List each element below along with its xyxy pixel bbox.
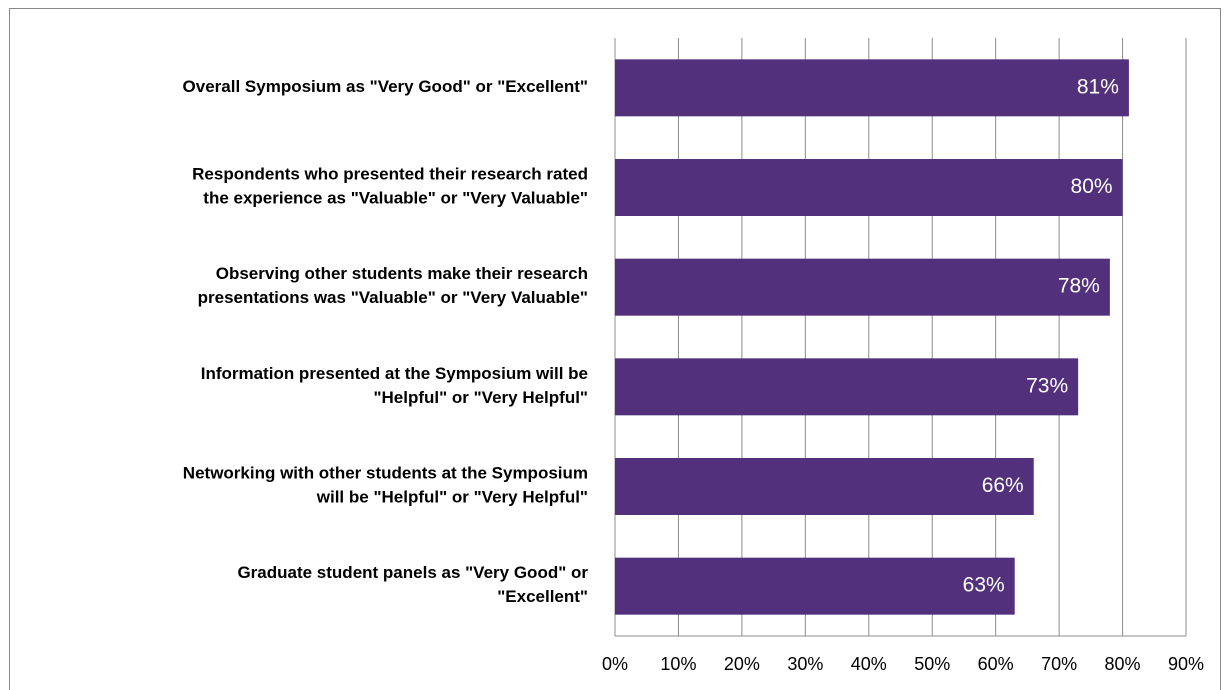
y-tick-label: Overall Symposium as "Very Good" or "Exc… [183, 77, 588, 96]
y-tick-label: Observing other students make their rese… [198, 265, 588, 308]
y-tick-label: Graduate student panels as "Very Good" o… [237, 564, 588, 607]
label-line: Respondents who presented their research… [192, 165, 588, 184]
value-label: 78% [1058, 275, 1100, 298]
label-line: Networking with other students at the Sy… [183, 464, 588, 483]
label-line: Information presented at the Symposium w… [201, 364, 588, 383]
value-label: 66% [982, 474, 1024, 497]
label-line: Observing other students make their rese… [216, 265, 588, 284]
value-label: 73% [1026, 374, 1068, 397]
label-line: "Excellent" [497, 588, 588, 607]
bar [615, 557, 1015, 615]
label-line: Graduate student panels as "Very Good" o… [237, 564, 588, 583]
value-label: 63% [963, 574, 1005, 597]
y-tick-label: Respondents who presented their research… [192, 165, 588, 208]
label-line: Overall Symposium as "Very Good" or "Exc… [183, 77, 588, 96]
x-tick-label: 40% [851, 654, 887, 674]
x-tick-label: 30% [787, 654, 823, 674]
label-line: "Helpful" or "Very Helpful" [373, 388, 588, 407]
y-tick-label: Networking with other students at the Sy… [183, 464, 588, 507]
bar [615, 159, 1123, 216]
bar [615, 358, 1079, 416]
bar [615, 59, 1129, 117]
label-line: will be "Helpful" or "Very Helpful" [316, 488, 588, 507]
value-label: 80% [1071, 175, 1113, 198]
value-label: 81% [1077, 75, 1119, 98]
x-tick-label: 10% [660, 654, 696, 674]
x-tick-label: 60% [978, 654, 1014, 674]
x-tick-label: 80% [1105, 654, 1141, 674]
x-tick-label: 50% [914, 654, 950, 674]
bar [615, 258, 1110, 316]
x-tick-label: 90% [1168, 654, 1204, 674]
x-tick-label: 70% [1041, 654, 1077, 674]
x-tick-label: 0% [602, 654, 628, 674]
bar [615, 458, 1034, 515]
y-tick-label: Information presented at the Symposium w… [201, 364, 588, 407]
x-tick-label: 20% [724, 654, 760, 674]
label-line: the experience as "Valuable" or "Very Va… [203, 189, 588, 208]
label-line: presentations was "Valuable" or "Very Va… [198, 289, 588, 308]
